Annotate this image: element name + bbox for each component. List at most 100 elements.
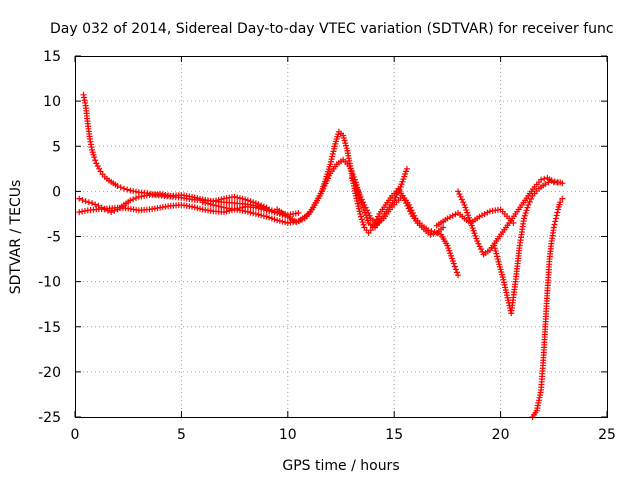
- data-point: [425, 227, 432, 234]
- y-tick-label: -5: [47, 230, 61, 246]
- data-point-dense: [117, 184, 124, 191]
- plot-frame: [75, 56, 608, 418]
- data-point: [108, 209, 115, 216]
- y-tick-label: -25: [38, 410, 61, 426]
- data-point-dense: [460, 199, 467, 206]
- data-point: [403, 165, 410, 172]
- data-point-dense: [494, 256, 501, 263]
- x-tick-label: 5: [177, 427, 186, 443]
- data-point: [406, 201, 413, 208]
- y-tick-label: 10: [43, 94, 61, 110]
- data-point-dense: [358, 196, 365, 203]
- data-point: [263, 204, 270, 211]
- data-point-dense: [359, 219, 366, 226]
- data-point-dense: [202, 199, 209, 206]
- data-point-dense: [236, 195, 243, 202]
- data-point: [559, 195, 566, 202]
- data-point: [450, 260, 457, 267]
- data-point-dense: [98, 204, 105, 211]
- data-point-dense: [453, 269, 460, 276]
- data-point-dense: [362, 204, 369, 211]
- axis-ticks: 0 5 10 15 20 25 15 10 5 0 -5 -10 -15 -20 -25: [38, 49, 616, 443]
- grid: [75, 56, 607, 417]
- data-point-dense: [215, 196, 222, 203]
- data-point-dense: [360, 199, 367, 206]
- data-point-dense: [92, 201, 99, 208]
- data-point-dense: [553, 212, 560, 219]
- data-point-dense: [247, 209, 254, 216]
- data-point-dense: [197, 205, 204, 212]
- data-point-dense: [522, 210, 529, 217]
- data-point-dense: [271, 209, 278, 216]
- data-point-dense: [94, 163, 101, 170]
- data-point-dense: [276, 217, 283, 224]
- data-point-dense: [363, 207, 370, 214]
- data-point-dense: [258, 212, 265, 219]
- data-point: [557, 199, 564, 206]
- data-point-dense: [244, 197, 251, 204]
- data-point-dense: [484, 209, 491, 216]
- data-point: [242, 196, 249, 203]
- data-point: [525, 201, 532, 208]
- data-point-dense: [250, 210, 257, 217]
- data-point: [521, 215, 528, 222]
- x-tick-label: 20: [492, 427, 510, 443]
- y-tick-label: 0: [52, 184, 61, 200]
- data-point: [455, 272, 462, 279]
- series-arc-6: [348, 174, 462, 279]
- y-tick-label: 15: [43, 49, 61, 65]
- data-point-dense: [79, 196, 86, 203]
- data-point-dense: [353, 185, 360, 192]
- data-point-dense: [428, 228, 435, 235]
- data-point: [357, 210, 364, 217]
- data-point-dense: [523, 207, 530, 214]
- data-point: [93, 160, 100, 167]
- data-point-dense: [457, 193, 464, 200]
- data-point-dense: [552, 218, 559, 225]
- series-arc-10: [529, 195, 566, 420]
- data-point-dense: [545, 179, 552, 186]
- data-point-dense: [260, 212, 267, 219]
- data-point-dense: [365, 210, 372, 217]
- x-tick-label: 25: [598, 427, 616, 443]
- data-point-dense: [205, 200, 211, 207]
- data-point-dense: [475, 240, 482, 247]
- data-point: [427, 231, 434, 238]
- x-tick-label: 10: [279, 427, 297, 443]
- data-point: [199, 199, 206, 206]
- data-point-dense: [282, 219, 289, 226]
- data-point-dense: [124, 186, 131, 193]
- data-point-dense: [194, 195, 201, 202]
- x-axis-label: GPS time / hours: [282, 458, 399, 474]
- data-point-dense: [298, 216, 305, 223]
- data-point: [127, 187, 134, 194]
- data-point: [252, 200, 259, 207]
- data-point-dense: [449, 212, 456, 219]
- data-point-dense: [458, 196, 465, 203]
- data-point: [114, 182, 121, 189]
- data-point-dense: [260, 203, 267, 210]
- data-point-dense: [524, 204, 531, 211]
- data-point-dense: [85, 199, 92, 206]
- data-point: [355, 188, 362, 195]
- plot-area: [76, 91, 566, 420]
- x-tick-label: 15: [385, 427, 403, 443]
- data-point-dense: [351, 180, 358, 187]
- data-point-dense: [279, 218, 286, 225]
- data-point: [440, 224, 447, 231]
- data-point: [120, 185, 127, 192]
- data-point-dense: [130, 196, 137, 203]
- data-point-dense: [521, 212, 528, 219]
- data-point-dense: [250, 199, 257, 206]
- data-point: [189, 193, 196, 200]
- data-point: [474, 238, 481, 245]
- data-point-dense: [255, 211, 262, 218]
- data-point: [552, 215, 559, 222]
- data-point: [95, 202, 102, 209]
- data-point: [231, 193, 238, 200]
- data-point-dense: [130, 188, 137, 195]
- data-point: [76, 209, 83, 216]
- data-point-dense: [409, 210, 416, 217]
- data-point-dense: [111, 207, 118, 214]
- data-point-dense: [104, 207, 111, 214]
